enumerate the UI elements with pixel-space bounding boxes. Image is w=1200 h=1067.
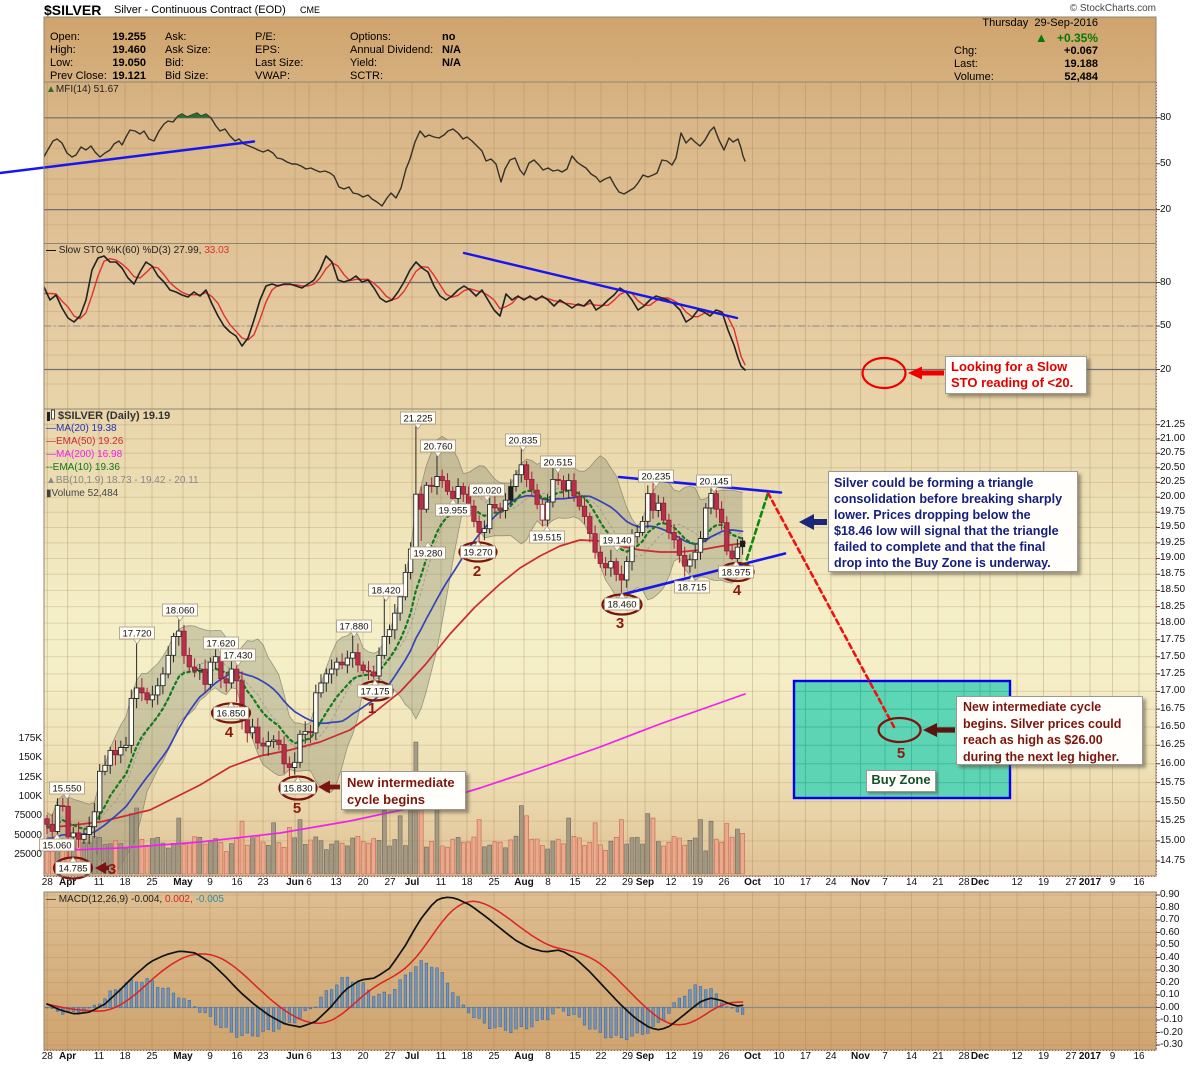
svg-text:21.225: 21.225	[403, 414, 432, 425]
svg-text:5: 5	[897, 745, 905, 762]
svg-text:20.515: 20.515	[543, 458, 572, 469]
svg-text:19.270: 19.270	[463, 548, 492, 559]
svg-text:19.955: 19.955	[438, 506, 467, 517]
svg-text:19.280: 19.280	[413, 549, 442, 560]
svg-text:18.460: 18.460	[607, 600, 636, 611]
svg-text:17.880: 17.880	[339, 622, 368, 633]
svg-text:2: 2	[473, 563, 481, 580]
svg-text:20.020: 20.020	[472, 486, 501, 497]
svg-text:20.145: 20.145	[699, 477, 728, 488]
svg-text:18.420: 18.420	[371, 586, 400, 597]
svg-text:18.060: 18.060	[165, 606, 194, 617]
svg-text:4: 4	[225, 724, 234, 741]
svg-text:1: 1	[368, 700, 376, 717]
svg-text:17.175: 17.175	[360, 687, 389, 698]
svg-text:3: 3	[616, 615, 624, 632]
svg-text:17.620: 17.620	[206, 639, 235, 650]
svg-text:20.760: 20.760	[423, 442, 452, 453]
svg-text:18.975: 18.975	[721, 568, 750, 579]
svg-text:20.835: 20.835	[508, 436, 537, 447]
svg-text:19.515: 19.515	[532, 533, 561, 544]
svg-text:15.060: 15.060	[42, 841, 71, 852]
svg-text:3: 3	[108, 861, 116, 878]
svg-text:15.550: 15.550	[52, 784, 81, 795]
svg-text:19.140: 19.140	[602, 536, 631, 547]
svg-text:17.720: 17.720	[122, 629, 151, 640]
svg-text:17.430: 17.430	[223, 651, 252, 662]
svg-text:16.850: 16.850	[216, 709, 245, 720]
svg-text:18.715: 18.715	[677, 583, 706, 594]
svg-text:15.830: 15.830	[283, 784, 312, 795]
svg-text:4: 4	[733, 582, 742, 599]
svg-text:14.785: 14.785	[58, 864, 87, 875]
svg-text:20.235: 20.235	[641, 472, 670, 483]
svg-text:5: 5	[293, 800, 301, 817]
